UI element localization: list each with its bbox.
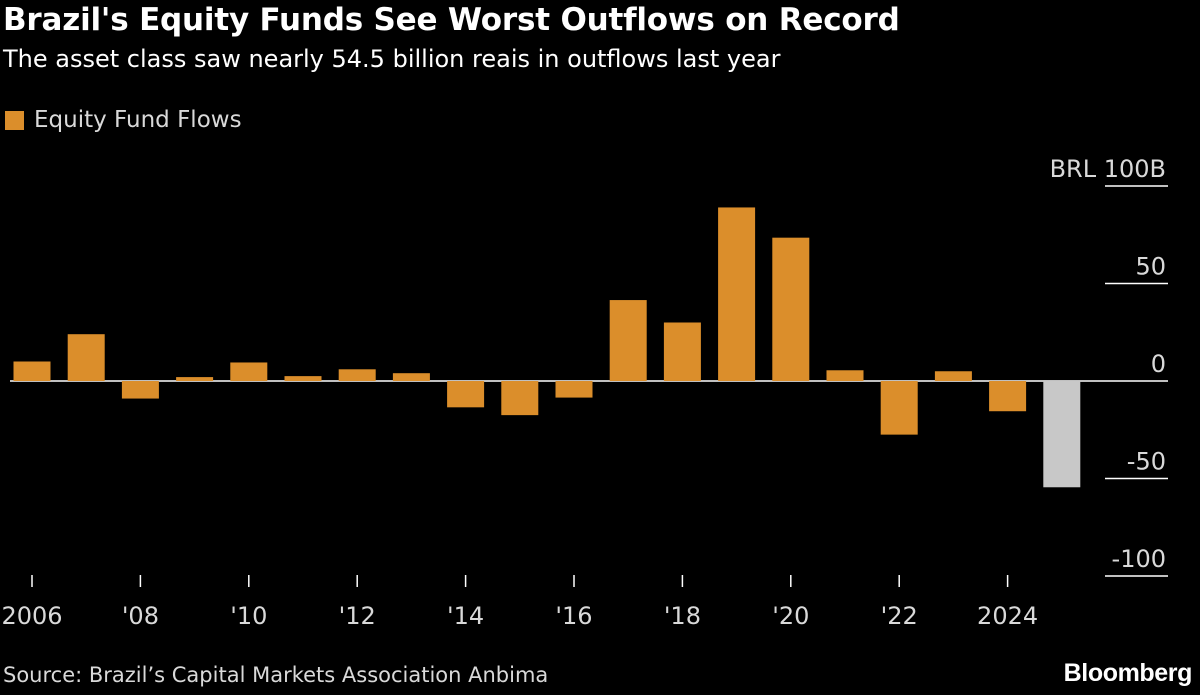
chart-subtitle: The asset class saw nearly 54.5 billion … [3,45,781,73]
y-tick-label: -100 [1112,545,1166,573]
legend-label: Equity Fund Flows [34,107,242,133]
x-tick-label: '10 [230,602,267,630]
bar-2025 [1043,381,1081,488]
x-tick-label: 2024 [977,602,1038,630]
bar-2011 [284,376,322,381]
x-tick-label: '08 [122,602,159,630]
x-tick-label: '22 [881,602,918,630]
bar-2024 [989,381,1027,412]
bloomberg-logo: Bloomberg [1063,659,1193,687]
bar-2013 [392,373,430,381]
bar-2009 [176,377,214,381]
bar-2018 [663,322,701,381]
chart-title: Brazil's Equity Funds See Worst Outflows… [3,2,900,38]
x-tick-label: '20 [772,602,809,630]
x-tick-label: '16 [555,602,592,630]
bar-2014 [447,381,485,408]
x-tick-label: '12 [339,602,376,630]
x-axis: 2006 '08 '10 '12 '14 '16 '18 '20 '22 2024 [1,575,1038,630]
y-tick-label: BRL 100B [1050,155,1166,183]
bar-2022 [880,381,918,435]
x-tick-label: '14 [447,602,484,630]
x-tick-label: 2006 [1,602,62,630]
y-tick-label: 50 [1135,253,1166,281]
source-note: Source: Brazil’s Capital Markets Associa… [3,663,549,687]
bar-2007 [67,334,105,381]
x-tick-label: '18 [664,602,701,630]
bar-2015 [501,381,539,416]
bar-2016 [555,381,593,398]
bar-2006 [13,361,51,381]
legend-swatch [5,110,24,130]
bar-2012 [338,369,376,381]
bar-2008 [121,381,159,399]
bars [13,207,1081,488]
bar-2010 [230,362,268,381]
bar-2023 [934,371,972,381]
y-tick-label: 0 [1151,350,1166,378]
bar-2021 [826,370,864,381]
y-axis: BRL 100B 50 0 -50 -100 [10,155,1168,577]
y-tick-label: -50 [1127,448,1166,476]
bar-2019 [718,207,756,381]
bar-2017 [609,300,647,381]
legend: Equity Fund Flows [5,106,242,134]
bar-2020 [772,237,810,381]
